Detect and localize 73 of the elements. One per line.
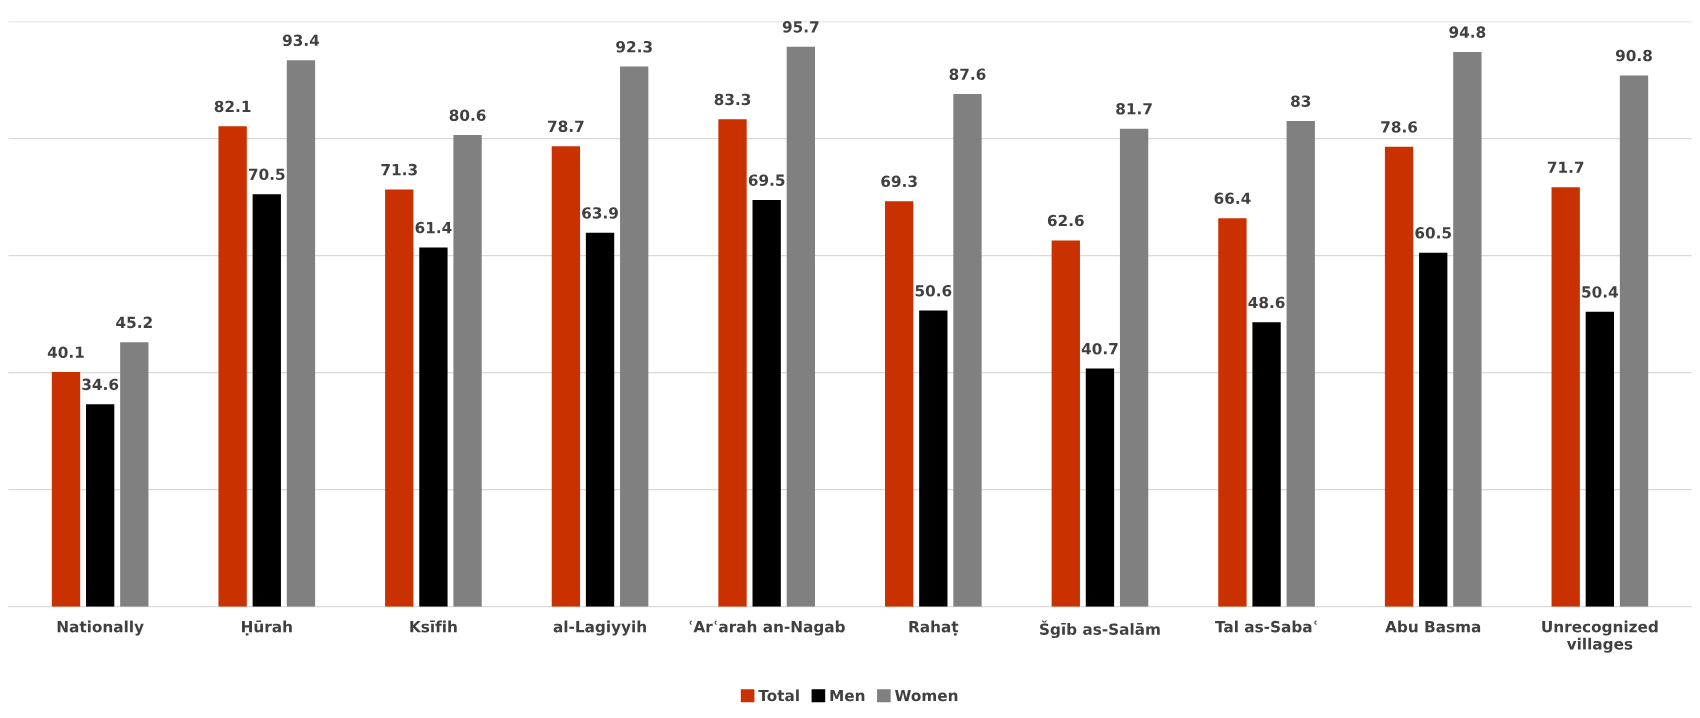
data-label: 87.6 xyxy=(949,68,986,81)
data-label: 95.7 xyxy=(782,21,819,33)
data-label: 40.7 xyxy=(1081,342,1118,355)
bar xyxy=(286,60,316,607)
bar xyxy=(419,247,448,607)
x-tick-label: Unrecognized villages xyxy=(1542,620,1658,653)
data-label: 82.1 xyxy=(214,100,251,113)
data-label: 78.7 xyxy=(548,120,584,133)
bar xyxy=(1551,187,1580,607)
data-label: 80.6 xyxy=(449,109,486,121)
bar xyxy=(1585,311,1615,607)
bar xyxy=(1419,252,1448,607)
data-label: 78.6 xyxy=(1381,121,1418,133)
data-label: 83 xyxy=(1291,95,1311,107)
bar xyxy=(1085,368,1115,607)
x-tick-label: Ḥūrah xyxy=(242,620,292,636)
bar xyxy=(551,146,581,607)
bar xyxy=(1119,128,1149,607)
bar xyxy=(718,119,747,607)
legend-label: Women xyxy=(895,689,958,702)
bar xyxy=(120,342,149,607)
x-tick-label: Rahaṭ xyxy=(909,620,959,636)
data-label: 66.4 xyxy=(1214,192,1251,205)
bar xyxy=(1384,146,1414,607)
bar xyxy=(884,201,914,607)
data-label: 63.9 xyxy=(582,207,618,219)
data-label: 60.5 xyxy=(1415,227,1451,239)
data-label: 81.7 xyxy=(1116,103,1152,115)
data-label: 69.5 xyxy=(748,174,785,186)
bar xyxy=(51,372,81,607)
data-label: 62.6 xyxy=(1047,214,1084,227)
data-label: 70.5 xyxy=(248,168,285,181)
x-tick-label: Ksīfih xyxy=(410,620,457,633)
data-label: 94.8 xyxy=(1449,26,1486,38)
bar xyxy=(1619,75,1649,607)
data-label: 34.6 xyxy=(82,378,119,391)
bar xyxy=(752,200,781,607)
x-tick-label: Nationally xyxy=(57,620,144,636)
bar xyxy=(1453,51,1482,607)
x-tick-label: ʿArʿarah an-Nagab xyxy=(689,620,845,636)
data-label: 61.4 xyxy=(415,221,452,234)
bar xyxy=(953,94,982,607)
data-label: 71.7 xyxy=(1547,161,1584,173)
bar xyxy=(252,194,281,607)
data-label: 50.6 xyxy=(915,284,952,297)
data-label: 93.4 xyxy=(282,34,320,47)
bar xyxy=(453,135,482,607)
data-label: 69.3 xyxy=(881,175,917,188)
bar xyxy=(620,66,649,607)
legend-label: Total xyxy=(758,689,799,702)
data-label: 83.3 xyxy=(714,93,751,106)
bar xyxy=(218,126,247,607)
bar xyxy=(85,404,115,607)
bar xyxy=(1252,322,1281,607)
data-label: 92.3 xyxy=(616,40,652,53)
x-tick-label: Tal as-Sabaʿ xyxy=(1215,620,1317,633)
bar xyxy=(786,46,816,607)
x-tick-label: Abu Basma xyxy=(1385,620,1481,633)
data-label: 71.3 xyxy=(381,163,417,176)
data-label: 50.4 xyxy=(1582,286,1618,298)
data-label: 45.2 xyxy=(116,316,152,329)
bar xyxy=(385,189,414,607)
bar xyxy=(919,310,948,607)
data-label: 40.1 xyxy=(47,346,84,358)
legend-label: Men xyxy=(830,689,865,702)
bar xyxy=(1051,240,1080,607)
data-label: 48.6 xyxy=(1248,296,1285,309)
bar xyxy=(1218,218,1247,607)
bar xyxy=(1286,121,1315,607)
data-label: 90.8 xyxy=(1615,49,1652,62)
x-tick-label: al-Lagiyyih xyxy=(553,620,646,636)
bar xyxy=(585,232,615,607)
x-tick-label: Šgīb as-Salām xyxy=(1040,620,1160,639)
